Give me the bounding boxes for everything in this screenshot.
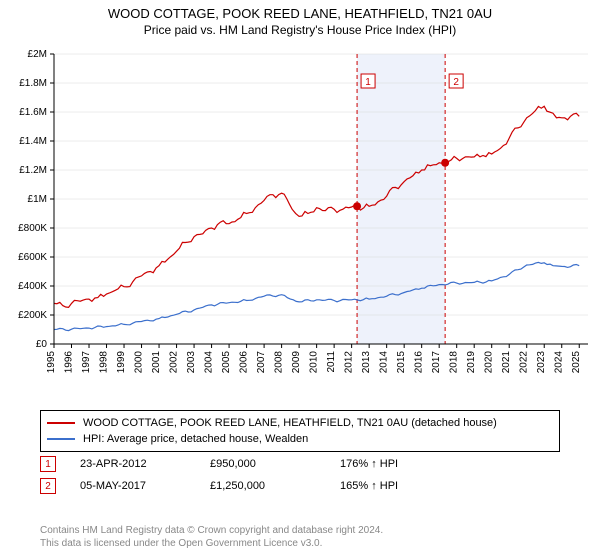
svg-text:2023: 2023 — [536, 351, 547, 374]
sale-price-2: £1,250,000 — [210, 480, 340, 492]
svg-text:2010: 2010 — [309, 351, 320, 374]
footer-line2: This data is licensed under the Open Gov… — [40, 537, 383, 550]
svg-text:1998: 1998 — [99, 351, 110, 374]
svg-text:2015: 2015 — [396, 351, 407, 374]
svg-text:2013: 2013 — [361, 351, 372, 374]
svg-text:2016: 2016 — [414, 351, 425, 374]
svg-text:2024: 2024 — [554, 351, 565, 374]
sale-hpi-1: 176% ↑ HPI — [340, 458, 398, 470]
svg-text:2014: 2014 — [379, 351, 390, 374]
svg-text:£1.4M: £1.4M — [19, 136, 47, 147]
sale-date-1: 23-APR-2012 — [80, 458, 210, 470]
svg-text:£400K: £400K — [18, 281, 47, 292]
svg-text:2022: 2022 — [519, 351, 530, 374]
svg-text:2007: 2007 — [256, 351, 267, 374]
footer-credits: Contains HM Land Registry data © Crown c… — [40, 524, 383, 550]
svg-text:£600K: £600K — [18, 252, 47, 263]
svg-text:1999: 1999 — [116, 351, 127, 374]
legend-label-property: WOOD COTTAGE, POOK REED LANE, HEATHFIELD… — [83, 417, 497, 429]
sale-date-2: 05-MAY-2017 — [80, 480, 210, 492]
sale-marker-1: 1 — [40, 456, 56, 472]
chart-area: £0 £200K £400K £600K £800K £1M £1.2M £1.4M £1.6M… — [4, 44, 596, 396]
sale-price-1: £950,000 — [210, 458, 340, 470]
legend: WOOD COTTAGE, POOK REED LANE, HEATHFIELD… — [40, 410, 560, 452]
svg-text:£1M: £1M — [28, 194, 47, 205]
svg-text:£1.2M: £1.2M — [19, 165, 47, 176]
svg-text:£800K: £800K — [18, 223, 47, 234]
svg-text:2001: 2001 — [151, 351, 162, 374]
svg-text:2020: 2020 — [484, 351, 495, 374]
svg-text:2012: 2012 — [344, 351, 355, 374]
svg-text:2011: 2011 — [326, 351, 337, 373]
sale-row-2: 2 05-MAY-2017 £1,250,000 165% ↑ HPI — [40, 478, 398, 494]
svg-text:2005: 2005 — [221, 351, 232, 374]
svg-text:2006: 2006 — [239, 351, 250, 374]
sale-row-1: 1 23-APR-2012 £950,000 176% ↑ HPI — [40, 456, 398, 472]
svg-text:2008: 2008 — [274, 351, 285, 374]
svg-text:2003: 2003 — [186, 351, 197, 374]
svg-text:2019: 2019 — [466, 351, 477, 374]
svg-text:2021: 2021 — [501, 351, 512, 374]
title-subtitle: Price paid vs. HM Land Registry's House … — [0, 23, 600, 37]
svg-text:2004: 2004 — [204, 351, 215, 374]
svg-text:2018: 2018 — [449, 351, 460, 374]
svg-text:£2M: £2M — [28, 49, 47, 60]
svg-text:1996: 1996 — [64, 351, 75, 374]
svg-text:£1.6M: £1.6M — [19, 107, 47, 118]
svg-text:2002: 2002 — [169, 351, 180, 374]
svg-text:1: 1 — [365, 77, 371, 88]
legend-item-property: WOOD COTTAGE, POOK REED LANE, HEATHFIELD… — [47, 415, 553, 431]
chart-container: WOOD COTTAGE, POOK REED LANE, HEATHFIELD… — [0, 0, 600, 560]
title-block: WOOD COTTAGE, POOK REED LANE, HEATHFIELD… — [0, 0, 600, 37]
svg-text:2: 2 — [453, 77, 459, 88]
svg-text:2017: 2017 — [431, 351, 442, 374]
svg-text:1997: 1997 — [81, 351, 92, 374]
svg-text:£1.8M: £1.8M — [19, 78, 47, 89]
svg-text:£0: £0 — [36, 339, 48, 350]
svg-text:£200K: £200K — [18, 310, 47, 321]
sale-marker-2: 2 — [40, 478, 56, 494]
legend-label-hpi: HPI: Average price, detached house, Weal… — [83, 433, 308, 445]
legend-swatch-hpi — [47, 438, 75, 440]
svg-text:2009: 2009 — [291, 351, 302, 374]
svg-text:2000: 2000 — [134, 351, 145, 374]
sale-hpi-2: 165% ↑ HPI — [340, 480, 398, 492]
line-chart-svg: £0 £200K £400K £600K £800K £1M £1.2M £1.4M £1.6M… — [4, 44, 596, 396]
legend-swatch-property — [47, 422, 75, 424]
svg-text:1995: 1995 — [46, 351, 57, 374]
footer-line1: Contains HM Land Registry data © Crown c… — [40, 524, 383, 537]
legend-item-hpi: HPI: Average price, detached house, Weal… — [47, 431, 553, 447]
title-address: WOOD COTTAGE, POOK REED LANE, HEATHFIELD… — [0, 6, 600, 21]
svg-text:2025: 2025 — [571, 351, 582, 374]
